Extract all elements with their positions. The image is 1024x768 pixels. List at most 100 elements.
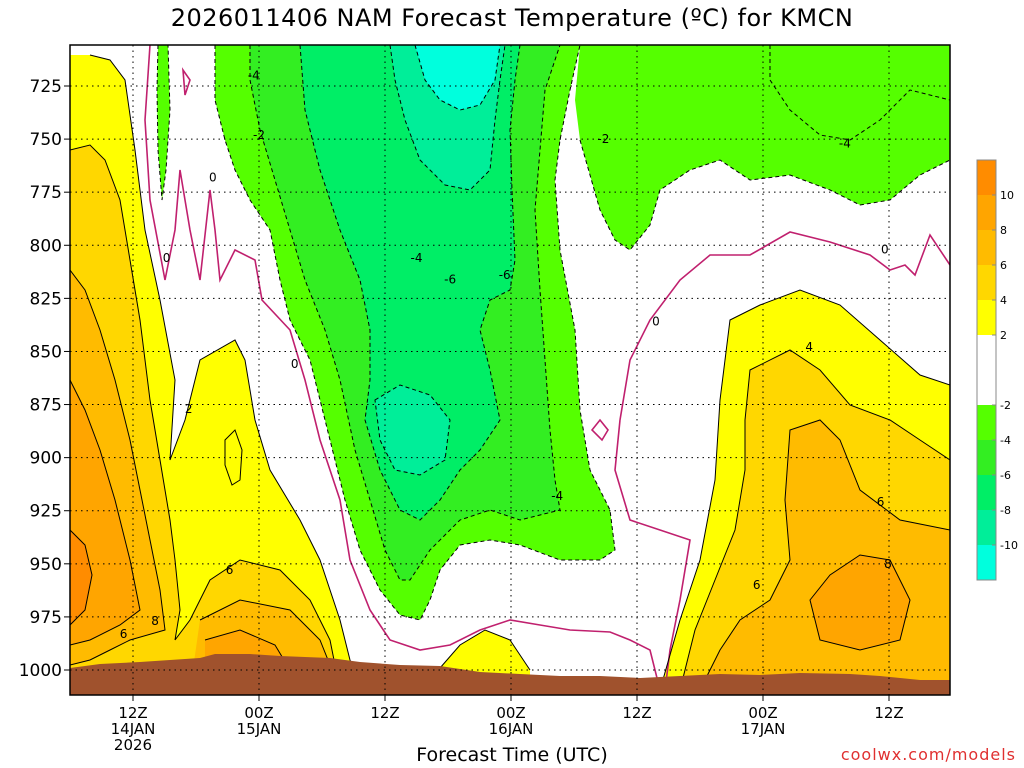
fill-band-cold-sliver — [157, 45, 170, 200]
x-tick-label: 14JAN — [111, 720, 156, 738]
contour-label: -4 — [248, 68, 260, 82]
x-tick-label: 12Z — [370, 704, 399, 722]
x-tick-label: 00Z — [244, 704, 273, 722]
colorbar-band — [977, 335, 996, 405]
contour-8-right — [809, 554, 911, 651]
colorbar-label: -6 — [1000, 469, 1011, 482]
source-credit: coolwx.com/models — [840, 745, 1016, 764]
contour-label: 6 — [226, 563, 234, 577]
contour-minus2-left — [214, 45, 616, 621]
y-tick-label: 800 — [30, 236, 62, 256]
ground-surface — [70, 654, 950, 695]
x-tick-label: 12Z — [874, 704, 903, 722]
contour-labels: -4 -2 0 0 -4 -6 -6 -2 -4 0 0 0 4 2 -4 6 8 6 6 8 6 — [120, 68, 892, 641]
x-tick-label: 00Z — [748, 704, 777, 722]
x-tick-label: 2026 — [114, 736, 152, 754]
contour-8-left — [70, 379, 141, 646]
colorbar-band — [977, 300, 996, 335]
y-tick-label: 825 — [30, 289, 62, 309]
colorbar-band — [977, 440, 996, 475]
contour-label: -4 — [551, 489, 563, 503]
y-tick-label: 950 — [30, 555, 62, 575]
colorbar-label: 8 — [1000, 224, 1007, 237]
colorbar-label: 2 — [1000, 329, 1007, 342]
contour-2-center — [439, 629, 531, 671]
x-tick-label: 16JAN — [489, 720, 534, 738]
chart-title: 2026011406 NAM Forecast Temperature (ºC)… — [170, 4, 854, 32]
contour-zero-mid — [614, 419, 691, 691]
contour-label: 0 — [209, 170, 217, 184]
x-tick-label: 12Z — [118, 704, 147, 722]
x-tick-label: 15JAN — [237, 720, 282, 738]
contour-label: 6 — [877, 495, 885, 509]
grid-lines — [70, 45, 950, 695]
contour-2-right — [659, 289, 950, 691]
colorbar-label: 10 — [1000, 189, 1014, 202]
contour-4-left — [70, 144, 341, 691]
colorbar: 10 8 6 4 2 -2 -4 -6 -8 -10 — [976, 159, 1018, 581]
contour-4-right — [679, 349, 950, 691]
colorbar-label: -2 — [1000, 399, 1011, 412]
colorbar-band — [977, 230, 996, 265]
contour-6-right — [699, 419, 950, 691]
contour-6-left — [70, 269, 166, 666]
colorbar-band — [977, 510, 996, 545]
y-tick-label: 900 — [30, 449, 62, 469]
colorbar-band — [977, 265, 996, 300]
contour-label: -2 — [253, 128, 265, 142]
x-tick-label: 12Z — [622, 704, 651, 722]
contour-label: -4 — [839, 136, 851, 150]
contour-label: -4 — [411, 251, 423, 265]
contour-minus8-lower — [374, 384, 451, 476]
contour-label: -2 — [597, 132, 609, 146]
fill-band-cold-8-lower — [375, 385, 450, 475]
contour-label: 0 — [291, 357, 299, 371]
contour-label: 6 — [120, 627, 128, 641]
x-axis-label: Forecast Time (UTC) — [416, 744, 608, 766]
contour-label: -6 — [499, 268, 511, 282]
y-tick-label: 850 — [30, 342, 62, 362]
colorbar-label: -4 — [1000, 434, 1011, 447]
contour-label: 2 — [185, 402, 193, 416]
contour-minus4-right — [769, 45, 950, 141]
colorbar-label: -8 — [1000, 504, 1011, 517]
negative-contour-lines — [156, 45, 950, 621]
y-tick-label: 725 — [30, 77, 62, 97]
fill-band-warm-right-8 — [810, 555, 910, 650]
contour-minus2-sliver — [156, 45, 171, 201]
contour-zero-right — [619, 231, 950, 421]
y-tick-label: 875 — [30, 396, 62, 416]
fill-band-cold-10 — [415, 45, 500, 110]
contour-label: 6 — [753, 578, 761, 592]
y-tick-label: 775 — [30, 183, 62, 203]
contour-label: 0 — [652, 315, 660, 329]
contour-small-loop — [224, 429, 243, 486]
plot-area — [70, 45, 950, 695]
colorbar-label: -10 — [1000, 539, 1018, 552]
contour-label: 8 — [151, 614, 159, 628]
x-tick-label: 00Z — [496, 704, 525, 722]
contour-zero-left — [144, 45, 661, 691]
y-tick-label: 1000 — [19, 661, 62, 681]
fill-band-cold-2-right — [575, 45, 950, 250]
colorbar-band — [977, 160, 996, 195]
contour-label: 4 — [805, 340, 813, 354]
contour-2-left — [89, 54, 361, 691]
contour-minus10-center — [414, 45, 501, 111]
y-tick-label: 975 — [30, 608, 62, 628]
contour-minus2-right — [579, 139, 950, 251]
colorbar-band — [977, 195, 996, 230]
colorbar-band — [977, 405, 996, 440]
colorbar-label: 4 — [1000, 294, 1007, 307]
contour-10-left — [70, 529, 93, 626]
positive-contour-lines — [70, 54, 950, 691]
y-tick-label: 925 — [30, 502, 62, 522]
x-tick-label: 17JAN — [741, 720, 786, 738]
contour-zero-upper-left — [181, 67, 191, 96]
contour-label: 0 — [163, 251, 171, 265]
y-tick-label: 750 — [30, 130, 62, 150]
contour-zero-loop — [590, 418, 609, 442]
contour-label: -6 — [444, 272, 456, 286]
